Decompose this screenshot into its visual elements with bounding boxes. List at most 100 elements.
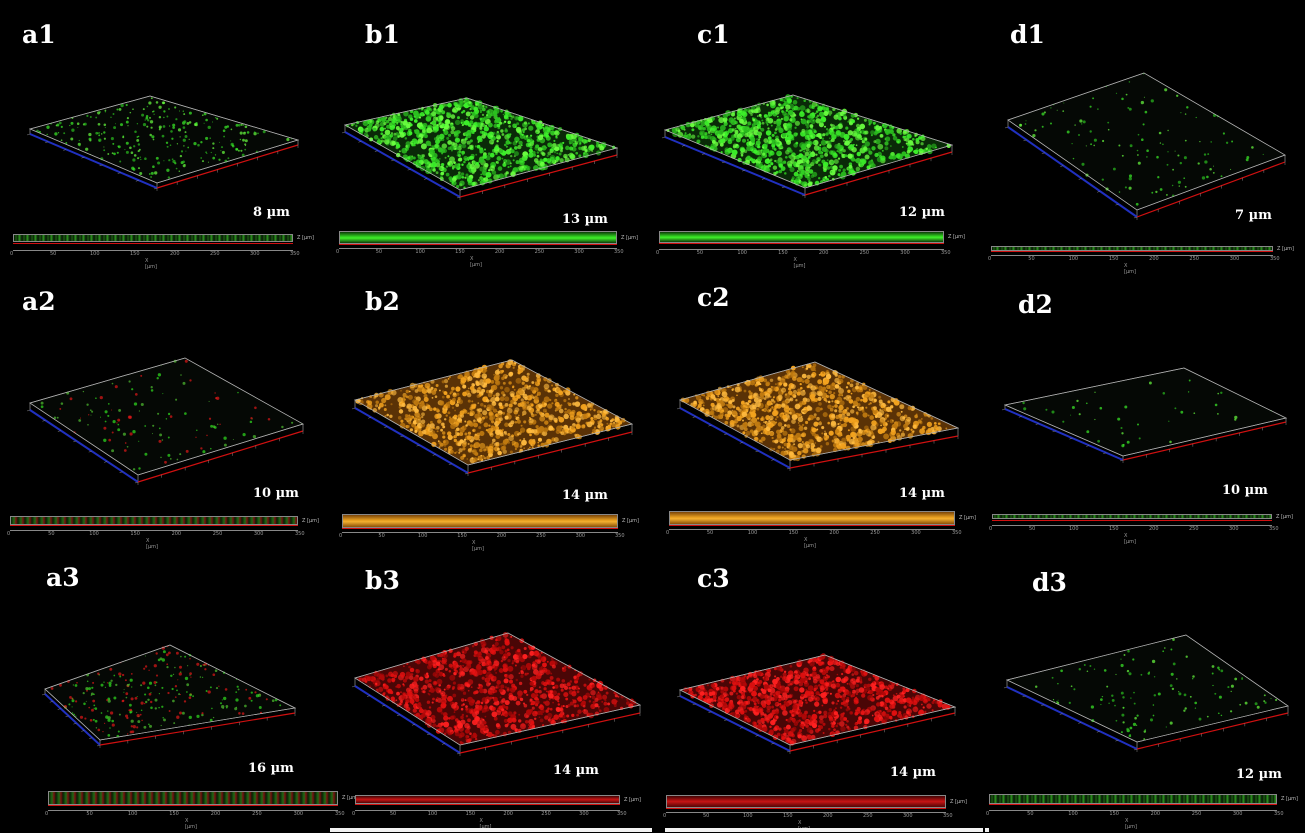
y-axis-line — [29, 409, 139, 483]
x-tick-label: 150 — [457, 533, 467, 539]
slice-x-axis — [13, 250, 293, 251]
y-axis-line — [1006, 686, 1138, 750]
slice-baseline — [991, 251, 1273, 252]
thickness-label: 10 µm — [253, 486, 299, 501]
x-tick-label: 150 — [788, 530, 799, 536]
panel-label: c3 — [697, 564, 730, 593]
fluorescence-speckles — [1022, 379, 1272, 448]
x-tick-label: 350 — [941, 250, 951, 256]
bottom-border-strip — [985, 828, 989, 832]
slice-image — [342, 514, 618, 528]
z-axis-label: Z [µm] — [1281, 796, 1298, 802]
x-axis-label: X [µm] — [1125, 818, 1137, 830]
panel-label: d3 — [1032, 568, 1067, 597]
y-axis-line — [344, 131, 461, 198]
x-axis-line — [789, 712, 956, 752]
thickness-label: 16 µm — [248, 761, 294, 776]
fluorescence-speckles — [50, 645, 282, 738]
x-tick-label: 350 — [290, 251, 300, 257]
x-tick-label: 350 — [1269, 526, 1279, 532]
slice-x-axis — [10, 530, 298, 531]
x-axis-label: X [µm] — [185, 818, 197, 830]
panel-label: c2 — [697, 283, 730, 312]
panel-label: d1 — [1010, 20, 1045, 49]
panel-label: a1 — [22, 20, 56, 49]
slice-x-axis — [339, 248, 617, 249]
biofilm-surface — [1005, 634, 1289, 743]
slice-x-axis — [669, 529, 955, 530]
x-tick-label: 50 — [703, 813, 710, 819]
x-tick-label: 200 — [210, 811, 221, 817]
panel-label: b1 — [365, 20, 400, 49]
x-tick-label: 300 — [900, 250, 910, 256]
x-tick-label: 150 — [465, 811, 476, 817]
x-axis-line — [137, 430, 304, 483]
x-tick-label: 100 — [417, 533, 428, 539]
x-tick-label: 200 — [1149, 256, 1159, 262]
x-tick-label: 50 — [48, 531, 55, 537]
x-axis-label: X [µm] — [145, 258, 157, 270]
x-tick-label: 50 — [375, 249, 383, 255]
x-tick-label: 150 — [130, 251, 140, 257]
x-tick-label: 300 — [250, 251, 260, 257]
slice-x-axis — [989, 810, 1277, 811]
x-tick-label: 350 — [943, 813, 953, 819]
x-tick-label: 0 — [45, 811, 49, 817]
x-tick-label: 100 — [90, 251, 100, 257]
x-tick-label: 250 — [859, 250, 870, 256]
bottom-border-strip — [665, 828, 983, 832]
panel-label: a3 — [46, 563, 80, 592]
thickness-label: 14 µm — [899, 486, 945, 501]
fluorescence-speckles — [680, 363, 948, 462]
x-tick-label: 0 — [989, 526, 993, 532]
x-tick-label: 200 — [171, 531, 182, 537]
slice-baseline — [48, 805, 338, 806]
x-tick-label: 0 — [7, 531, 11, 537]
x-tick-label: 0 — [10, 251, 14, 257]
x-tick-label: 200 — [818, 250, 829, 256]
x-tick-label: 100 — [415, 249, 425, 255]
x-axis-label: X [µm] — [472, 540, 484, 552]
panel-label: b2 — [365, 287, 400, 316]
thickness-label: 14 µm — [553, 763, 599, 778]
z-axis-label: Z [µm] — [302, 517, 319, 524]
x-axis-label: X [µm] — [804, 537, 816, 549]
x-tick-label: 250 — [212, 531, 223, 537]
x-tick-label: 100 — [1068, 256, 1079, 262]
x-tick-label: 100 — [1068, 811, 1078, 817]
bottom-border-strip — [330, 828, 652, 832]
x-tick-label: 350 — [335, 811, 345, 817]
slice-baseline — [659, 243, 944, 244]
x-axis-line — [99, 712, 296, 746]
slice-image — [13, 234, 293, 242]
x-tick-label: 150 — [455, 249, 465, 255]
x-tick-label: 200 — [829, 530, 839, 536]
panel-label: b3 — [365, 566, 400, 595]
x-tick-label: 300 — [253, 531, 264, 537]
slice-image — [666, 795, 946, 808]
x-tick-label: 350 — [615, 533, 625, 539]
x-axis-line — [459, 154, 618, 198]
x-tick-label: 350 — [952, 530, 962, 536]
slice-image — [669, 511, 955, 525]
x-tick-label: 200 — [170, 251, 180, 257]
x-tick-label: 300 — [579, 811, 589, 817]
x-tick-label: 0 — [988, 256, 992, 262]
x-tick-label: 0 — [663, 813, 667, 819]
x-axis-line — [1136, 712, 1289, 750]
x-tick-label: 100 — [89, 531, 99, 537]
x-tick-label: 150 — [1108, 256, 1119, 262]
x-tick-label: 200 — [823, 813, 833, 819]
x-tick-label: 250 — [252, 811, 262, 817]
fluorescence-speckles — [36, 97, 292, 179]
slice-baseline — [989, 804, 1277, 805]
x-axis-line — [804, 151, 953, 196]
z-axis-label: Z [µm] — [621, 234, 638, 241]
x-tick-label: 50 — [696, 250, 704, 256]
z-axis-label: Z [µm] — [342, 795, 359, 801]
x-tick-label: 50 — [1027, 811, 1034, 817]
x-tick-label: 250 — [534, 249, 545, 255]
x-tick-label: 350 — [295, 531, 305, 537]
